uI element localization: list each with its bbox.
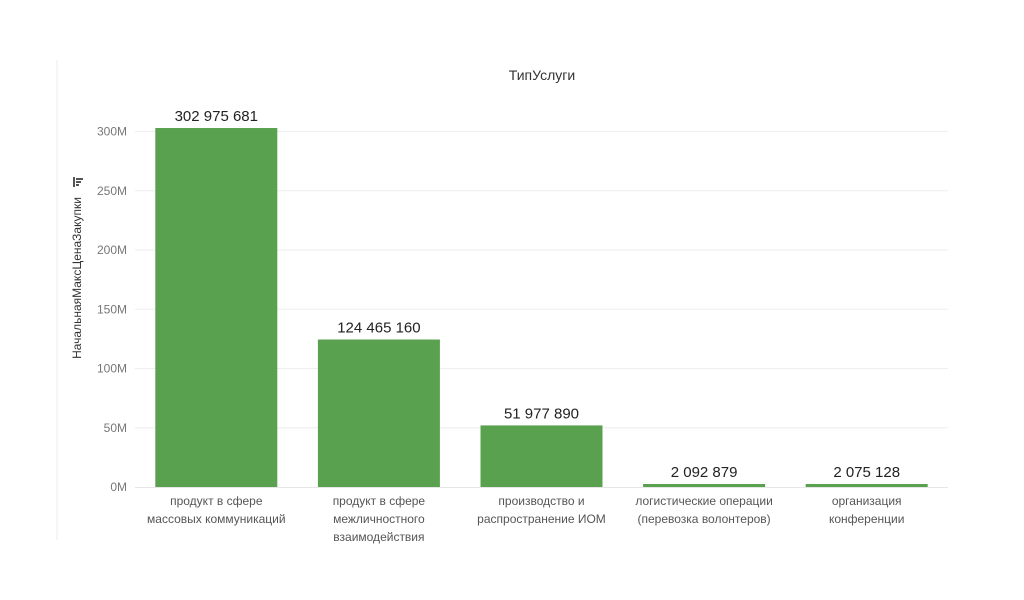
x-tick-label: массовых коммуникаций <box>147 512 286 526</box>
y-axis-title: НачальнаяМаксЦенаЗакупки <box>70 197 84 359</box>
y-axis-title-group: НачальнаяМаксЦенаЗакупки <box>70 177 84 359</box>
x-tick-label: распространение ИОМ <box>477 512 606 526</box>
y-tick-label: 300M <box>97 125 127 139</box>
x-tick-label: продукт в сфере <box>333 494 426 508</box>
y-tick-label: 50M <box>104 421 127 435</box>
sort-descending-icon[interactable] <box>73 177 83 187</box>
y-tick-label: 150M <box>97 302 127 316</box>
bars <box>155 128 928 488</box>
data-label: 2 075 128 <box>833 464 900 481</box>
chart-title: ТипУслуги <box>509 67 575 83</box>
x-tick-label: межличностного <box>333 512 425 526</box>
y-tick-label: 200M <box>97 243 127 257</box>
x-tick-label: взаимодействия <box>333 530 424 544</box>
data-label: 124 465 160 <box>337 320 420 337</box>
bar[interactable] <box>155 128 278 488</box>
data-labels: 302 975 681 124 465 160 51 977 890 2 092 87… <box>175 108 900 481</box>
y-tick-label: 250M <box>97 184 127 198</box>
bar[interactable] <box>480 425 603 487</box>
bar[interactable] <box>317 339 440 487</box>
x-tick-label: конференции <box>829 512 905 526</box>
bar[interactable] <box>643 484 766 487</box>
x-tick-label: продукт в сфере <box>170 494 263 508</box>
x-tick-label: производство и <box>498 494 584 508</box>
x-tick-label: организация <box>832 494 902 508</box>
data-label: 51 977 890 <box>504 405 579 422</box>
bar[interactable] <box>805 484 928 487</box>
y-tick-label: 100M <box>97 362 127 376</box>
y-axis-ticks: 0M 50M 100M 150M 200M 250M 300M <box>97 125 127 494</box>
x-axis-labels: продукт в сфере массовых коммуникаций прод… <box>147 494 904 544</box>
data-label: 2 092 879 <box>671 464 738 481</box>
x-tick-label: логистические операции <box>635 494 772 508</box>
x-tick-label: (перевозка волонтеров) <box>638 512 771 526</box>
y-tick-label: 0M <box>110 480 127 494</box>
data-label: 302 975 681 <box>175 108 258 125</box>
